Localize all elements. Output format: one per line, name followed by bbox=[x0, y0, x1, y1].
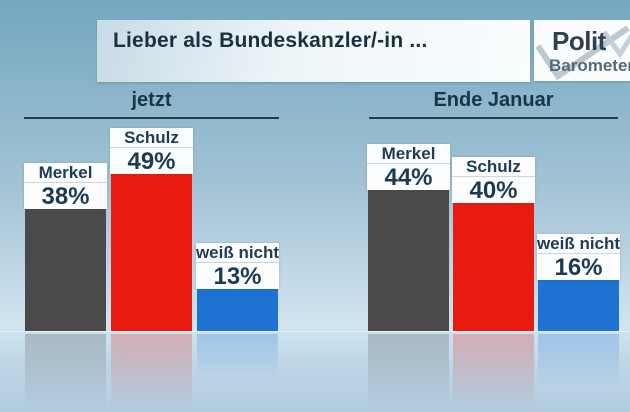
group-label-jetzt: jetzt bbox=[131, 89, 172, 111]
bar-merkel-jetzt bbox=[25, 209, 106, 331]
bar-label-wei-nicht-jetzt: weiß nicht 13% bbox=[195, 242, 280, 291]
bar-name-merkel-jetzt: Merkel bbox=[24, 163, 107, 183]
bar-reflection-schulz-jetzt bbox=[111, 334, 192, 410]
bar-value-schulz-ende-januar: 40% bbox=[469, 177, 518, 204]
bar-name-wei-nicht-ende-januar: weiß nicht bbox=[536, 233, 621, 254]
bar-value-wei-nicht-ende-januar: 16% bbox=[554, 254, 603, 281]
bar-label-schulz-ende-januar: Schulz 40% bbox=[452, 157, 535, 204]
bar-wei-nicht-jetzt bbox=[197, 289, 278, 331]
bar-name-schulz-ende-januar: Schulz bbox=[452, 157, 535, 177]
bar-label-merkel-ende-januar: Merkel 44% bbox=[367, 144, 450, 191]
bar-name-wei-nicht-jetzt: weiß nicht bbox=[195, 242, 280, 263]
bar-value-merkel-jetzt: 38% bbox=[41, 183, 90, 210]
bar-reflection-schulz-ende-januar bbox=[453, 334, 534, 410]
politbarometer-logo: Polit Barometer bbox=[534, 20, 630, 81]
bar-name-schulz-jetzt: Schulz bbox=[110, 128, 193, 148]
bar-label-schulz-jetzt: Schulz 49% bbox=[110, 128, 193, 175]
bar-value-merkel-ende-januar: 44% bbox=[384, 164, 433, 191]
bar-label-wei-nicht-ende-januar: weiß nicht 16% bbox=[536, 233, 621, 282]
bar-reflection-wei-nicht-ende-januar bbox=[538, 334, 619, 385]
bar-wei-nicht-ende-januar bbox=[538, 280, 619, 331]
group-underline-ende-januar bbox=[369, 117, 618, 119]
bar-schulz-jetzt bbox=[111, 174, 192, 331]
title-box: Lieber als Bundeskanzler/-in ... bbox=[97, 20, 530, 82]
floor-plane bbox=[0, 331, 630, 412]
bar-merkel-ende-januar bbox=[368, 190, 449, 331]
logo-polit-text: Polit bbox=[552, 26, 606, 56]
bar-reflection-wei-nicht-jetzt bbox=[197, 334, 278, 376]
bar-schulz-ende-januar bbox=[453, 203, 534, 331]
checkmark-icon bbox=[535, 25, 630, 81]
bar-reflection-merkel-ende-januar bbox=[368, 334, 449, 410]
bar-reflection-merkel-jetzt bbox=[25, 334, 106, 410]
group-label-ende-januar: Ende Januar bbox=[433, 89, 554, 111]
bar-value-schulz-jetzt: 49% bbox=[127, 148, 176, 175]
group-underline-jetzt bbox=[24, 117, 279, 119]
bar-label-merkel-jetzt: Merkel 38% bbox=[24, 163, 107, 210]
chart-title: Lieber als Bundeskanzler/-in ... bbox=[113, 29, 428, 52]
bar-value-wei-nicht-jetzt: 13% bbox=[213, 263, 262, 290]
logo-barometer-text: Barometer bbox=[549, 56, 630, 75]
bar-name-merkel-ende-januar: Merkel bbox=[367, 144, 450, 164]
